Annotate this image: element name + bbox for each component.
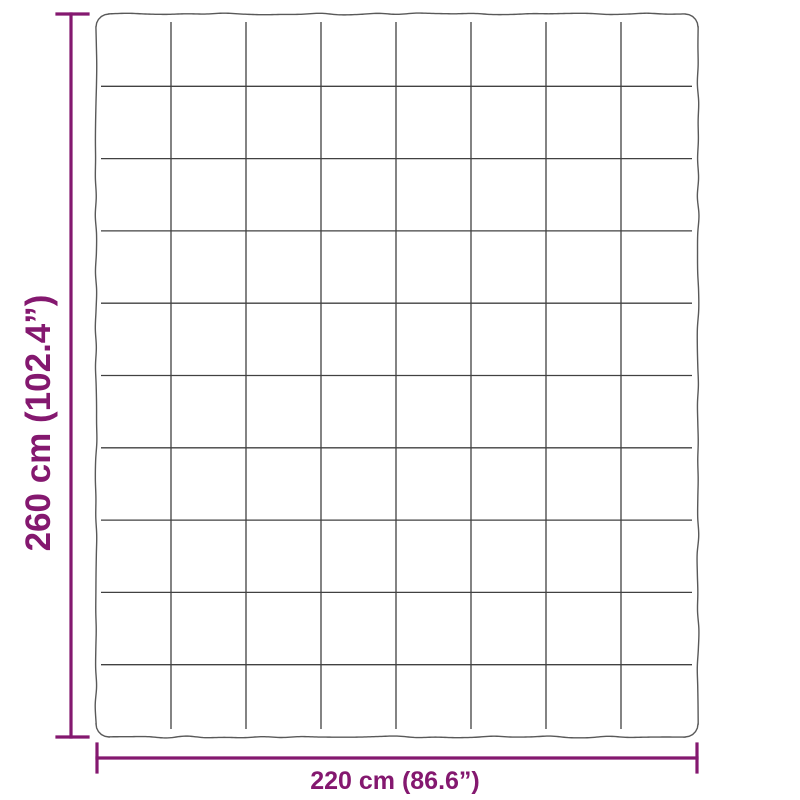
svg-text:260 cm (102.4”): 260 cm (102.4”)	[19, 295, 58, 552]
svg-text:220 cm (86.6”): 220 cm (86.6”)	[310, 767, 480, 795]
